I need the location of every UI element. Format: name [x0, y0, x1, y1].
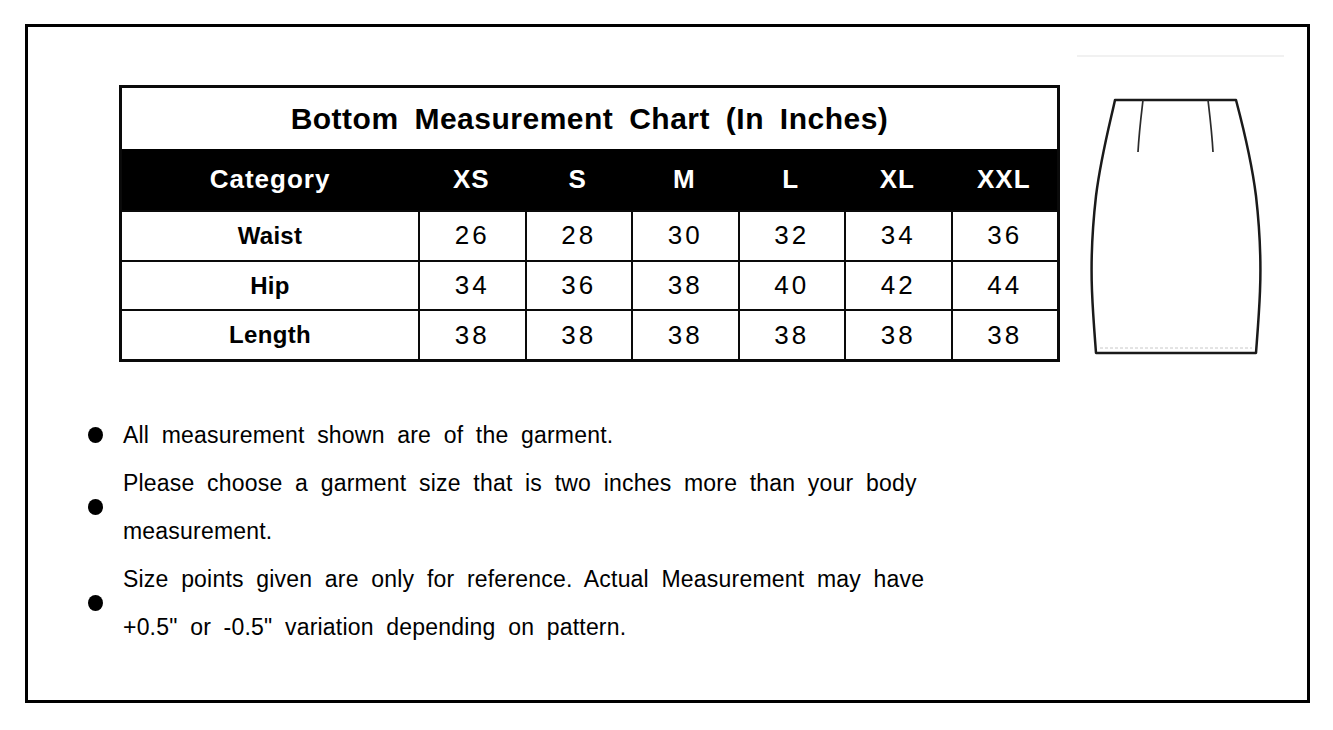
header-cell-xl: XL	[844, 164, 951, 195]
bullet-icon	[88, 427, 103, 443]
table-row-waist: Waist 26 28 30 32 34 36	[122, 210, 1057, 260]
page-border: Bottom Measurement Chart (In Inches) Cat…	[25, 24, 1310, 703]
note-item: Please choose a garment size that is two…	[88, 459, 1098, 555]
note-line: +0.5" or -0.5" variation depending on pa…	[123, 603, 924, 651]
note-line: All measurement shown are of the garment…	[123, 411, 613, 459]
waist-m: 30	[631, 212, 738, 260]
waist-xs: 26	[418, 212, 525, 260]
table-header-row: Category XS S M L XL XXL	[122, 149, 1057, 210]
table-row-length: Length 38 38 38 38 38 38	[122, 309, 1057, 359]
note-item: Size points given are only for reference…	[88, 555, 1098, 651]
length-xs: 38	[418, 311, 525, 359]
bullet-icon	[88, 595, 103, 611]
page: Bottom Measurement Chart (In Inches) Cat…	[0, 0, 1333, 730]
note-line: Please choose a garment size that is two…	[123, 459, 917, 507]
note-line: measurement.	[123, 507, 917, 555]
length-l: 38	[738, 311, 845, 359]
note-line: Size points given are only for reference…	[123, 555, 924, 603]
row-label-hip: Hip	[122, 262, 418, 310]
hip-xxl: 44	[951, 262, 1058, 310]
waist-xl: 34	[844, 212, 951, 260]
table-title: Bottom Measurement Chart (In Inches)	[122, 88, 1057, 149]
hip-l: 40	[738, 262, 845, 310]
length-xxl: 38	[951, 311, 1058, 359]
length-xl: 38	[844, 311, 951, 359]
hip-xs: 34	[418, 262, 525, 310]
waist-l: 32	[738, 212, 845, 260]
header-cell-s: S	[525, 164, 632, 195]
note-text: Please choose a garment size that is two…	[123, 459, 917, 555]
header-cell-xxl: XXL	[951, 164, 1058, 195]
header-cell-xs: XS	[418, 164, 525, 195]
length-s: 38	[525, 311, 632, 359]
row-label-waist: Waist	[122, 212, 418, 260]
table-row-hip: Hip 34 36 38 40 42 44	[122, 260, 1057, 310]
pencil-skirt-icon	[1075, 51, 1286, 366]
length-m: 38	[631, 311, 738, 359]
skirt-illustration	[1075, 51, 1286, 366]
hip-m: 38	[631, 262, 738, 310]
note-text: All measurement shown are of the garment…	[123, 411, 613, 459]
header-cell-m: M	[631, 164, 738, 195]
waist-s: 28	[525, 212, 632, 260]
header-cell-l: L	[738, 164, 845, 195]
notes-list: All measurement shown are of the garment…	[88, 411, 1098, 651]
hip-xl: 42	[844, 262, 951, 310]
waist-xxl: 36	[951, 212, 1058, 260]
row-label-length: Length	[122, 311, 418, 359]
measurement-table: Bottom Measurement Chart (In Inches) Cat…	[119, 85, 1060, 362]
note-item: All measurement shown are of the garment…	[88, 411, 1098, 459]
header-cell-category: Category	[122, 164, 418, 195]
hip-s: 36	[525, 262, 632, 310]
bullet-icon	[88, 499, 103, 515]
note-text: Size points given are only for reference…	[123, 555, 924, 651]
